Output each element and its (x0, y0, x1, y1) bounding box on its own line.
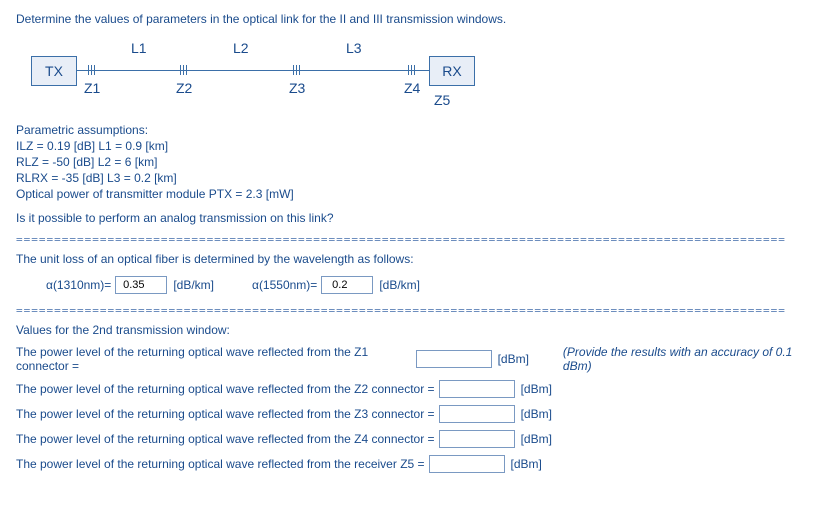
a1310-unit: [dB/km] (173, 278, 214, 292)
params-line2: RLZ = -50 [dB] L2 = 6 [km] (16, 155, 810, 169)
divider-2: ========================================… (16, 304, 810, 317)
z3-row-label: The power level of the returning optical… (16, 407, 435, 421)
params-heading: Parametric assumptions: (16, 123, 810, 137)
z3-unit: [dBm] (521, 407, 552, 421)
z3-input[interactable] (439, 405, 515, 423)
a1310-input[interactable] (115, 276, 167, 294)
z1-unit: [dBm] (498, 352, 529, 366)
z4-label: Z4 (404, 80, 420, 96)
a1550-label: α(1550nm)= (252, 278, 317, 292)
z5-label: Z5 (434, 92, 450, 108)
z2-row-label: The power level of the returning optical… (16, 382, 435, 396)
z5-input[interactable] (429, 455, 505, 473)
l3-label: L3 (346, 40, 362, 56)
params-line4: Optical power of transmitter module PTX … (16, 187, 810, 201)
tx-box: TX (31, 56, 77, 86)
a1550-input[interactable] (321, 276, 373, 294)
params-line3: RLRX = -35 [dB] L3 = 0.2 [km] (16, 171, 810, 185)
z2-tick (183, 65, 184, 75)
z2-label: Z2 (176, 80, 192, 96)
rx-box: RX (429, 56, 475, 86)
z5-row-label: The power level of the returning optical… (16, 457, 425, 471)
z3-label: Z3 (289, 80, 305, 96)
instruction-text: Determine the values of parameters in th… (16, 12, 810, 26)
divider-1: ========================================… (16, 233, 810, 246)
a1550-unit: [dB/km] (379, 278, 420, 292)
l2-label: L2 (233, 40, 249, 56)
z4-input[interactable] (439, 430, 515, 448)
z5-unit: [dBm] (511, 457, 542, 471)
link-diagram: TX RX L1 L2 L3 Z1 Z2 Z3 Z4 Z5 (16, 34, 810, 109)
z2-input[interactable] (439, 380, 515, 398)
l1-label: L1 (131, 40, 147, 56)
params-line1: ILZ = 0.19 [dB] L1 = 0.9 [km] (16, 139, 810, 153)
question-text: Is it possible to perform an analog tran… (16, 211, 810, 225)
z4-tick (411, 65, 412, 75)
unitloss-text: The unit loss of an optical fiber is det… (16, 252, 810, 266)
z4-unit: [dBm] (521, 432, 552, 446)
section2-title: Values for the 2nd transmission window: (16, 323, 810, 337)
z2-unit: [dBm] (521, 382, 552, 396)
parametric-assumptions: Parametric assumptions: ILZ = 0.19 [dB] … (16, 123, 810, 201)
z1-tick (91, 65, 92, 75)
z4-row-label: The power level of the returning optical… (16, 432, 435, 446)
z1-label: Z1 (84, 80, 100, 96)
z3-tick (296, 65, 297, 75)
accuracy-hint: (Provide the results with an accuracy of… (563, 345, 810, 373)
z1-row-label: The power level of the returning optical… (16, 345, 412, 373)
z1-input[interactable] (416, 350, 492, 368)
a1310-label: α(1310nm)= (46, 278, 111, 292)
